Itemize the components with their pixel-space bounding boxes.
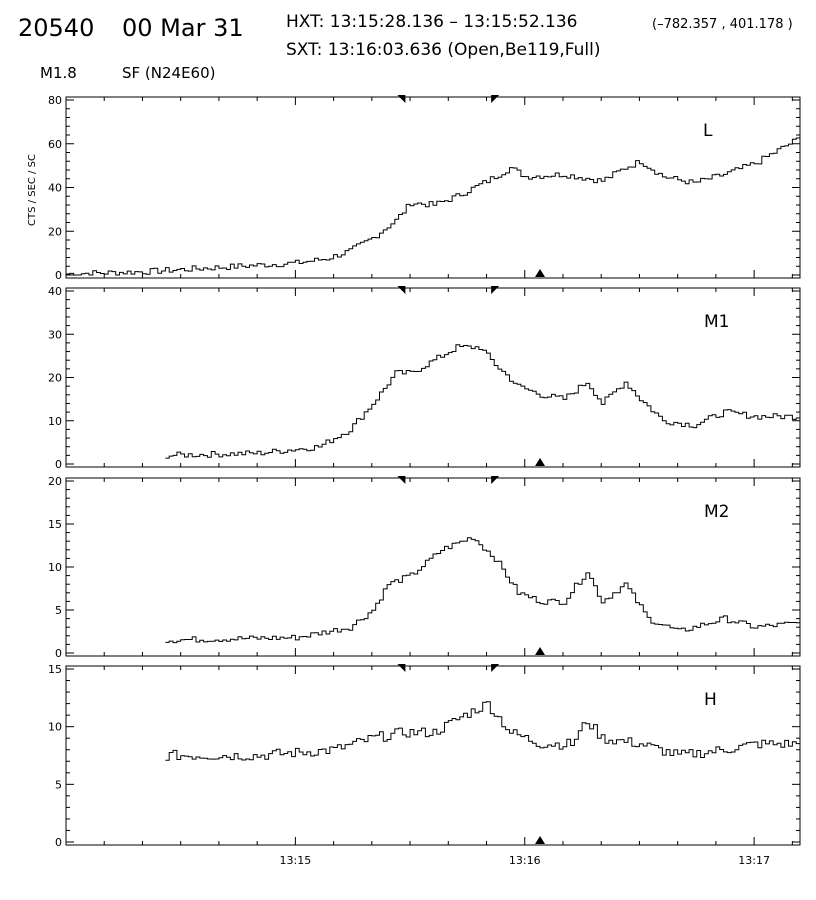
series-line-M1 — [165, 344, 800, 459]
y-tick-label: 0 — [55, 269, 62, 282]
hxt-start-marker — [397, 664, 406, 672]
y-tick-label: 5 — [55, 604, 62, 617]
x-tick-label: 13:16 — [509, 854, 541, 867]
y-tick-label: 5 — [55, 778, 62, 791]
hxt-time-range: HXT: 13:15:28.136 – 13:15:52.136 — [286, 12, 578, 32]
y-tick-label: 0 — [55, 836, 62, 849]
flare-location: SF (N24E60) — [122, 64, 216, 82]
y-tick-label: 40 — [48, 285, 62, 298]
x-tick-label: 13:15 — [280, 854, 312, 867]
series-line-M2 — [165, 537, 800, 644]
panel-frame-L — [65, 96, 801, 279]
y-tick-label: 15 — [48, 663, 62, 676]
hxt-end-marker — [491, 286, 500, 294]
sxt-marker — [535, 458, 546, 466]
hxt-end-marker — [491, 664, 500, 672]
sxt-marker — [535, 647, 546, 655]
y-tick-label: 20 — [48, 372, 62, 385]
y-tick-label: 0 — [55, 458, 62, 471]
x-tick-label: 13:17 — [738, 854, 770, 867]
event-id: 20540 — [18, 14, 95, 42]
panel-frame-M1 — [65, 287, 801, 468]
flare-class: M1.8 — [40, 64, 77, 82]
hxt-coordinates: (–782.357 , 401.178 ) — [652, 17, 793, 32]
y-tick-label: 10 — [48, 561, 62, 574]
series-line-H — [165, 701, 800, 761]
channel-label-L: L — [703, 121, 713, 141]
y-tick-label: 10 — [48, 721, 62, 734]
hxt-start-marker — [397, 476, 406, 484]
channel-label-M1: M1 — [704, 312, 729, 332]
y-axis-label: CTS / SEC / SC — [27, 154, 38, 226]
hxt-end-marker — [491, 476, 500, 484]
panel-frame-M2 — [65, 477, 801, 657]
y-tick-label: 10 — [48, 415, 62, 428]
sxt-marker — [535, 836, 546, 844]
sxt-marker — [535, 269, 546, 277]
y-tick-label: 20 — [48, 225, 62, 238]
y-tick-label: 80 — [48, 94, 62, 107]
y-tick-label: 20 — [48, 475, 62, 488]
channel-label-M2: M2 — [704, 502, 729, 522]
hxt-start-marker — [397, 95, 406, 103]
hxt-start-marker — [397, 286, 406, 294]
channel-label-H: H — [704, 690, 717, 710]
hxt-end-marker — [491, 95, 500, 103]
y-tick-label: 40 — [48, 182, 62, 195]
panel-frame-H — [65, 665, 801, 846]
series-line-L — [66, 137, 800, 276]
observation-date: 00 Mar 31 — [122, 14, 244, 42]
y-tick-label: 0 — [55, 647, 62, 660]
y-tick-label: 60 — [48, 138, 62, 151]
y-tick-label: 30 — [48, 328, 62, 341]
sxt-info: SXT: 13:16:03.636 (Open,Be119,Full) — [286, 40, 601, 60]
y-tick-label: 15 — [48, 518, 62, 531]
